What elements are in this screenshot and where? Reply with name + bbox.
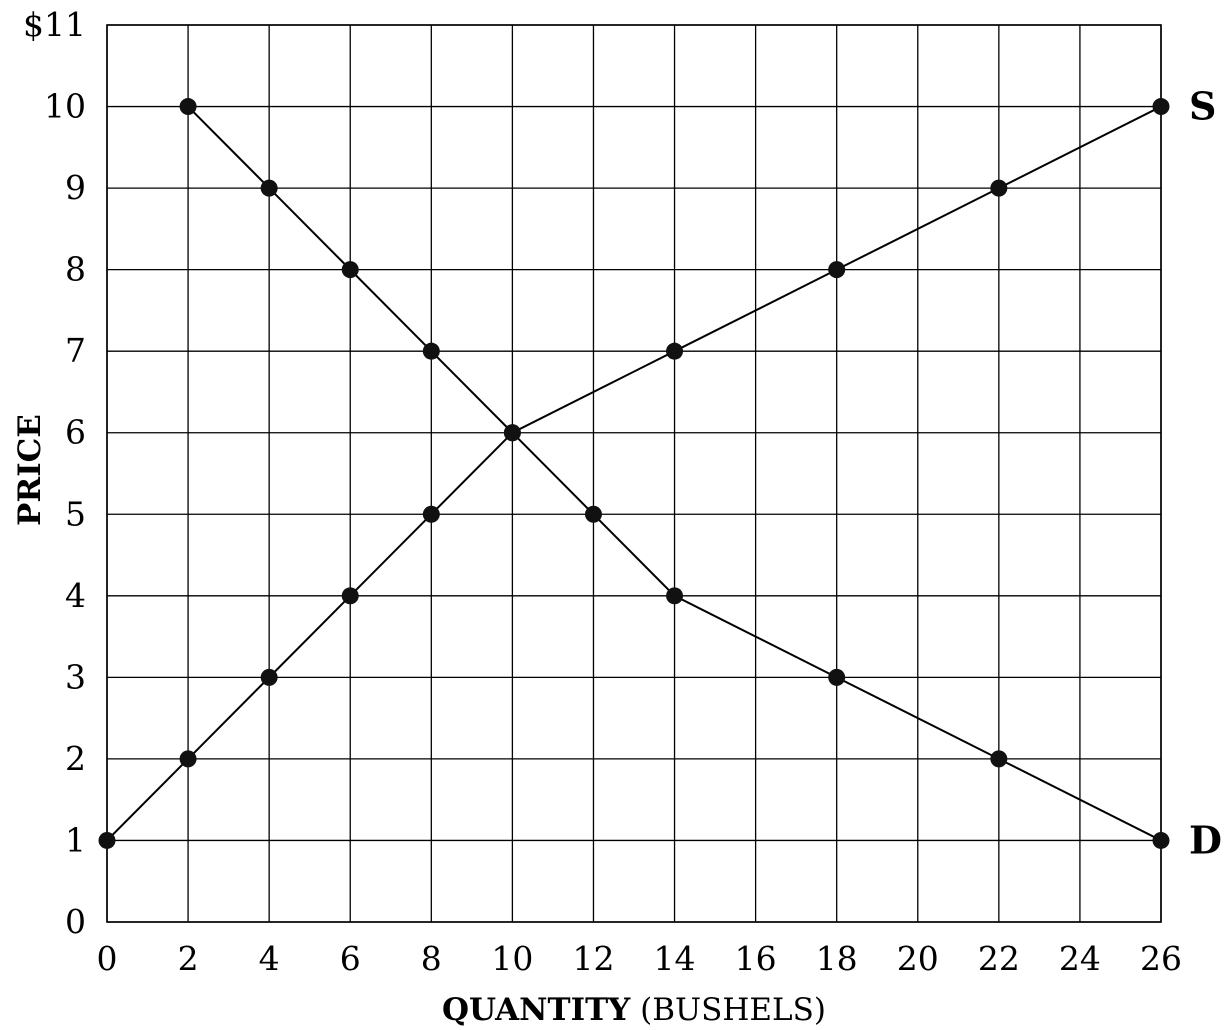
x-axis-ticks: 0 2 4 6 8 10 12 14 16 18 20 22 24 26 xyxy=(97,939,1183,978)
y-tick-label: 10 xyxy=(44,87,86,126)
x-tick-label: 16 xyxy=(735,939,777,978)
data-point-s xyxy=(98,831,116,849)
x-tick-label: 24 xyxy=(1059,939,1101,978)
y-tick-label: 2 xyxy=(65,739,86,778)
series-line-d xyxy=(187,105,1162,842)
grid xyxy=(106,24,1162,923)
x-tick-label: 20 xyxy=(897,939,939,978)
plot-frame xyxy=(106,24,1162,923)
y-tick-label: 5 xyxy=(65,494,86,533)
data-point-d xyxy=(990,750,1008,768)
y-tick-label: 8 xyxy=(65,250,86,289)
data-point-d xyxy=(584,505,602,523)
data-point-s xyxy=(990,179,1008,197)
series-line-s xyxy=(106,105,1162,842)
x-tick-label: 18 xyxy=(816,939,858,978)
x-tick-label: 6 xyxy=(340,939,361,978)
data-point-d xyxy=(828,668,846,686)
data-point-s xyxy=(260,668,278,686)
y-axis-ticks: 0 1 2 3 4 5 6 7 8 9 10 $11 xyxy=(23,5,86,941)
data-point-d xyxy=(422,342,440,360)
x-tick-label: 2 xyxy=(178,939,199,978)
x-tick-label: 26 xyxy=(1140,939,1182,978)
data-point-s xyxy=(422,505,440,523)
x-tick-label: 14 xyxy=(654,939,696,978)
x-axis-title-unit: (BUSHELS) xyxy=(640,992,826,1028)
data-point-d xyxy=(503,424,521,442)
y-tick-label: 0 xyxy=(65,902,86,941)
data-point-d xyxy=(179,98,197,116)
y-tick-label: 4 xyxy=(65,576,86,615)
x-tick-label: 12 xyxy=(572,939,614,978)
x-tick-label: 10 xyxy=(491,939,533,978)
x-tick-label: 8 xyxy=(421,939,442,978)
data-point-d xyxy=(1152,831,1170,849)
x-tick-label: 4 xyxy=(259,939,280,978)
y-tick-label: 9 xyxy=(65,168,86,207)
series: SD xyxy=(98,84,1222,862)
data-point-d xyxy=(260,179,278,197)
data-point-s xyxy=(1152,98,1170,116)
data-point-s xyxy=(666,342,684,360)
curve-label-d: D xyxy=(1189,817,1222,862)
data-point-s xyxy=(179,750,197,768)
data-point-d xyxy=(666,587,684,605)
x-axis-title: QUANTITY (BUSHELS) xyxy=(442,992,826,1028)
data-point-d xyxy=(341,261,359,279)
curve-label-s: S xyxy=(1189,84,1216,129)
x-tick-label: 22 xyxy=(978,939,1020,978)
data-point-s xyxy=(341,587,359,605)
y-axis-title: PRICE xyxy=(12,414,48,526)
y-tick-label: $11 xyxy=(23,5,86,44)
y-tick-label: 7 xyxy=(65,331,86,370)
data-point-s xyxy=(828,261,846,279)
y-tick-label: 6 xyxy=(65,413,86,452)
x-tick-label: 0 xyxy=(97,939,118,978)
y-tick-label: 3 xyxy=(65,657,86,696)
y-tick-label: 1 xyxy=(65,820,86,859)
x-axis-title-main: QUANTITY xyxy=(442,992,631,1028)
